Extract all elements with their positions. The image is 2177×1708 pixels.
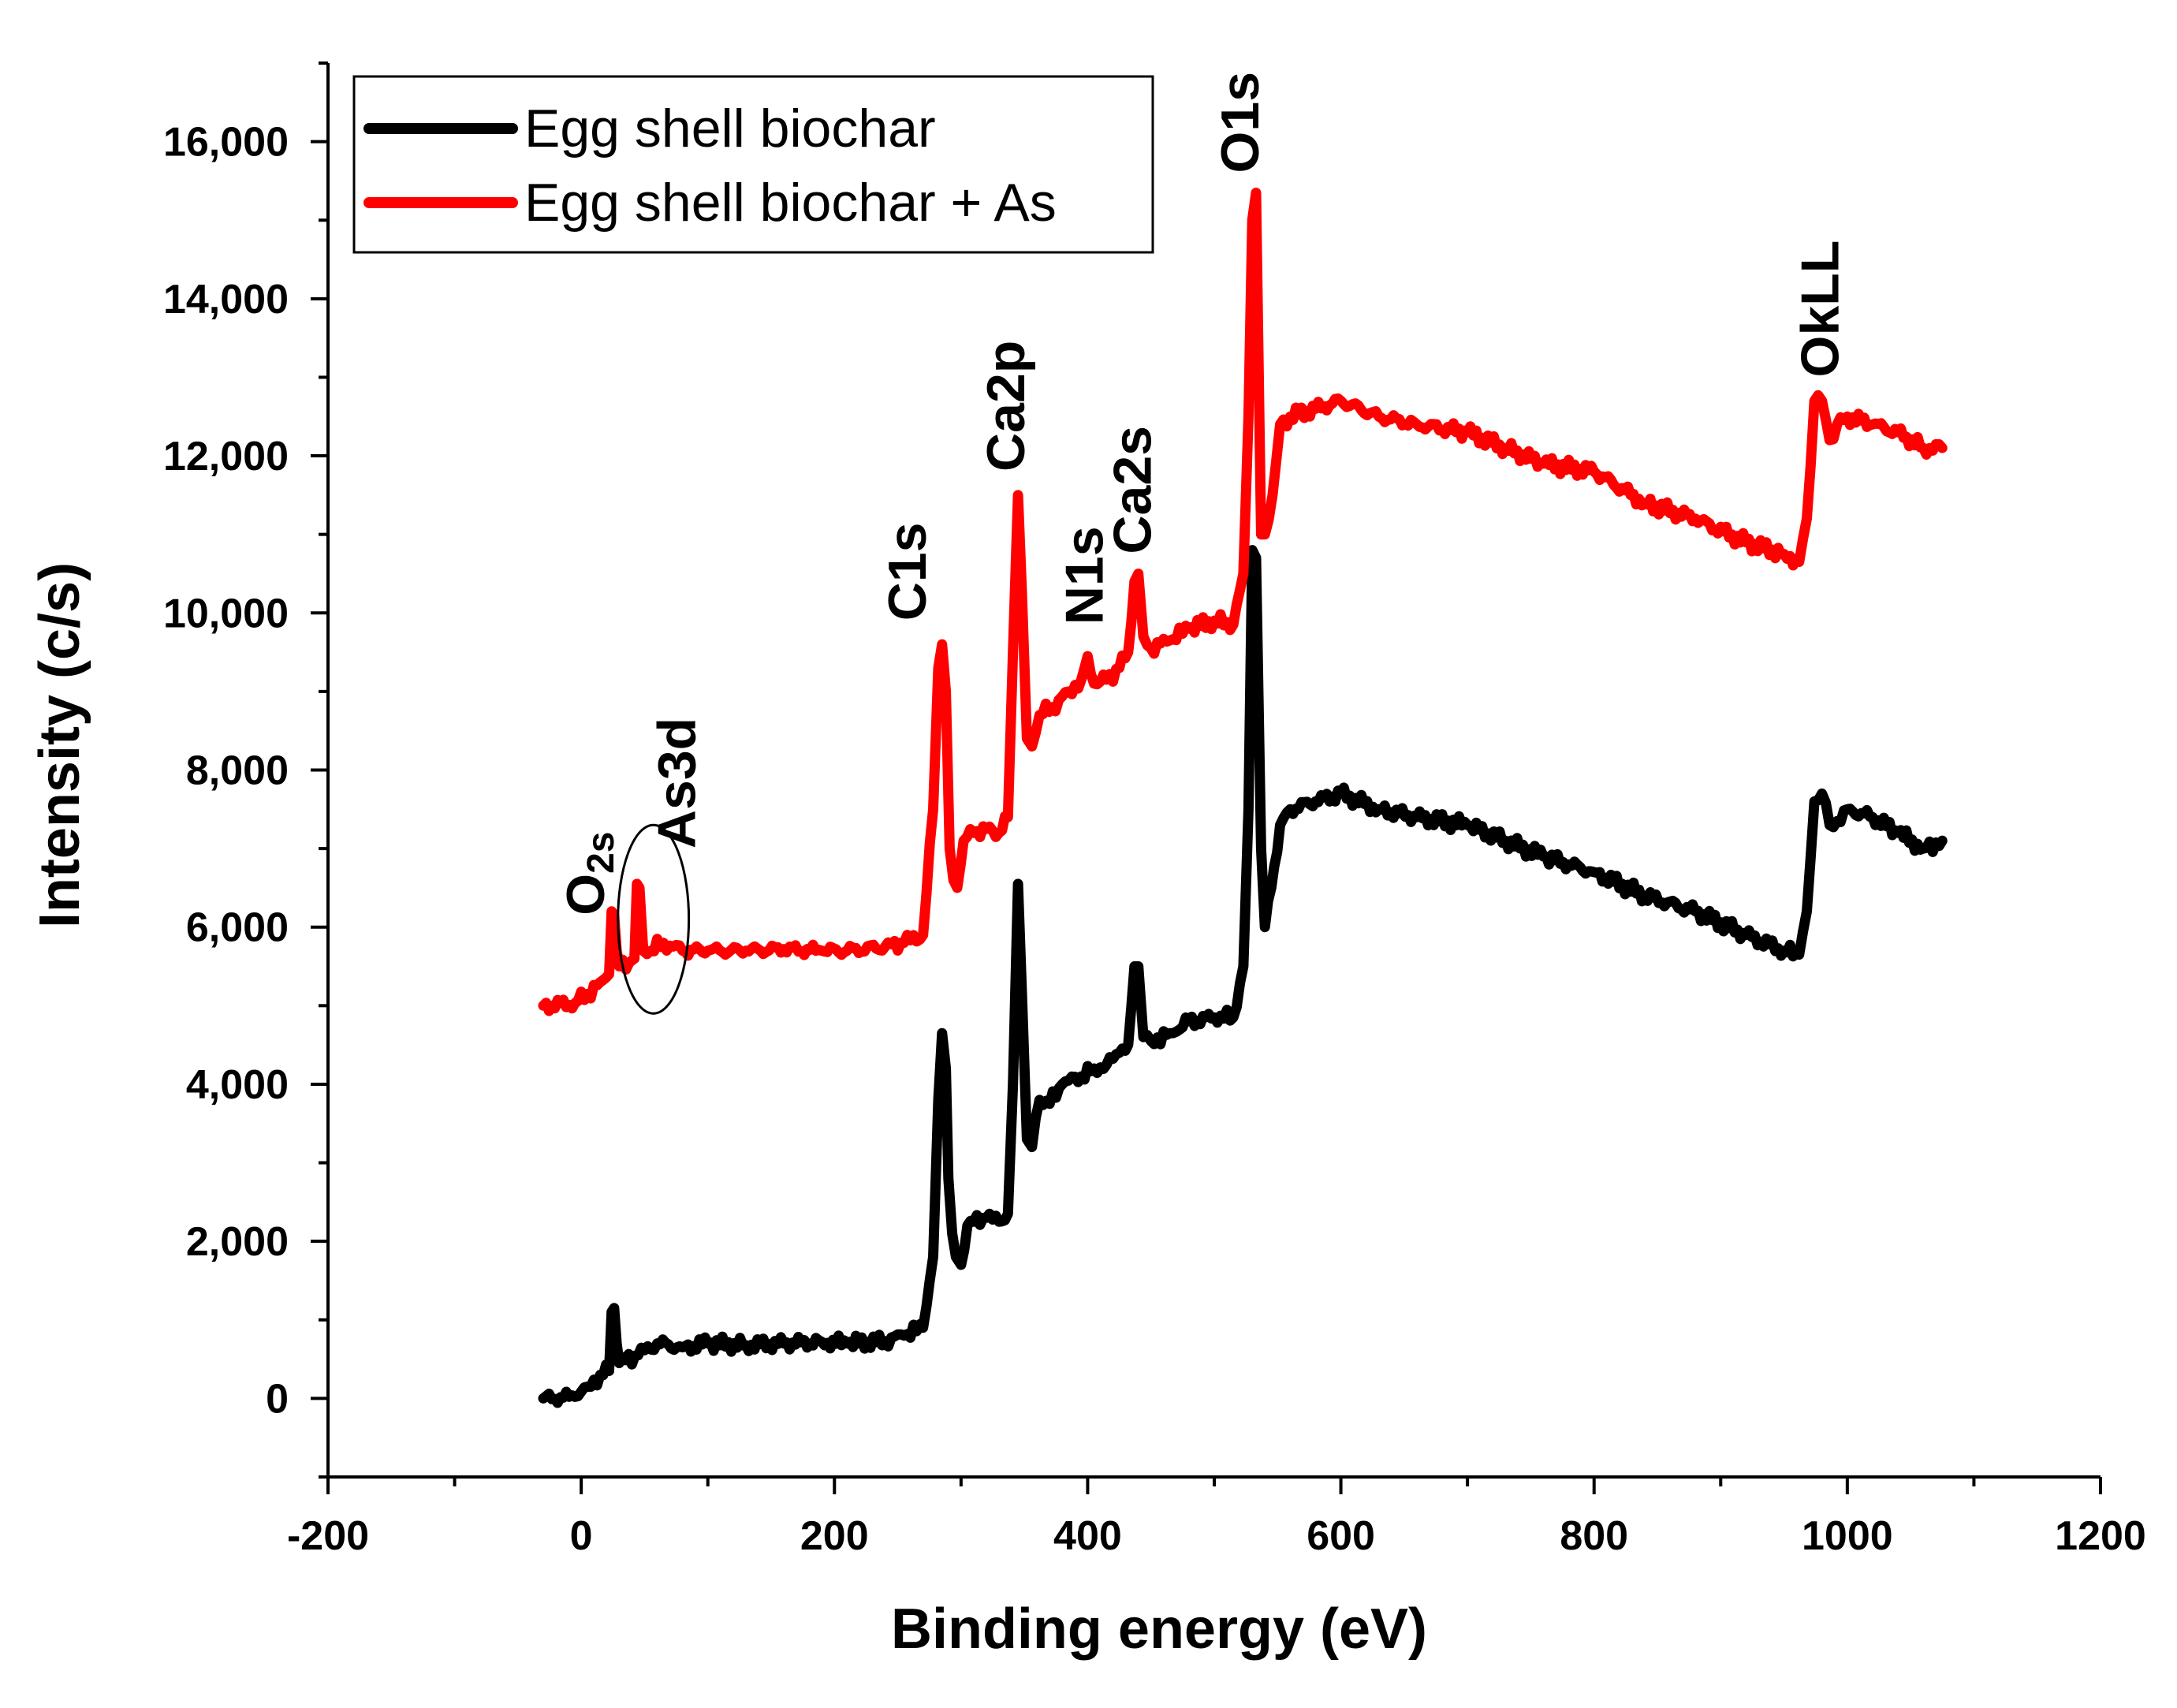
y-tick-label: 10,000 bbox=[163, 591, 289, 636]
x-tick-label: 0 bbox=[570, 1513, 593, 1559]
y-tick-label: 6,000 bbox=[186, 905, 289, 951]
peak-label-as3d: As3d bbox=[647, 718, 707, 848]
legend-label-egg-shell-biochar-as: Egg shell biochar + As bbox=[524, 173, 1057, 233]
series-line-egg-shell-biochar bbox=[538, 545, 1948, 1408]
as3d-highlight-ellipse bbox=[617, 823, 691, 1015]
peak-label-okll: OkLL bbox=[1791, 241, 1851, 378]
peak-label-o1s: O1s bbox=[1210, 72, 1270, 173]
y-tick-label: 14,000 bbox=[163, 277, 289, 323]
y-tick-label: 8,000 bbox=[186, 748, 289, 794]
plot-area bbox=[538, 187, 1948, 1408]
y-tick-label: 16,000 bbox=[163, 120, 289, 166]
x-axis-title: Binding energy (eV) bbox=[891, 1598, 1427, 1661]
legend-box bbox=[352, 75, 1154, 254]
y-tick-label: 4,000 bbox=[186, 1062, 289, 1108]
peak-label-ca2p: Ca2p bbox=[976, 341, 1036, 472]
legend: Egg shell biochar Egg shell biochar + As bbox=[352, 75, 1154, 254]
peak-label-n1s: N1s bbox=[1055, 526, 1115, 625]
series-line-egg-shell-biochar-as bbox=[538, 187, 1948, 1016]
legend-label-egg-shell-biochar: Egg shell biochar bbox=[524, 99, 936, 158]
peak-label-o2s: O2s bbox=[556, 831, 622, 915]
y-tick-label: 2,000 bbox=[186, 1219, 289, 1265]
y-tick-label: 12,000 bbox=[163, 434, 289, 479]
peak-label-ca2s: Ca2s bbox=[1103, 426, 1163, 554]
x-tick-label: 400 bbox=[1053, 1513, 1122, 1559]
x-tick-label: 1200 bbox=[2055, 1513, 2146, 1559]
x-tick-label: 200 bbox=[800, 1513, 869, 1559]
x-tick-label: 600 bbox=[1307, 1513, 1375, 1559]
y-axis-title: Intensity (c/s) bbox=[28, 562, 91, 928]
peak-label-c1s: C1s bbox=[878, 522, 938, 621]
x-tick-label: -200 bbox=[287, 1513, 369, 1559]
axes: 0 2,000 4,000 6,000 8,000 10,000 12,000 14,000 1… bbox=[163, 62, 2146, 1559]
y-tick-label: 0 bbox=[266, 1376, 289, 1422]
x-tick-label: 1000 bbox=[1802, 1513, 1893, 1559]
x-tick-label: 800 bbox=[1560, 1513, 1628, 1559]
